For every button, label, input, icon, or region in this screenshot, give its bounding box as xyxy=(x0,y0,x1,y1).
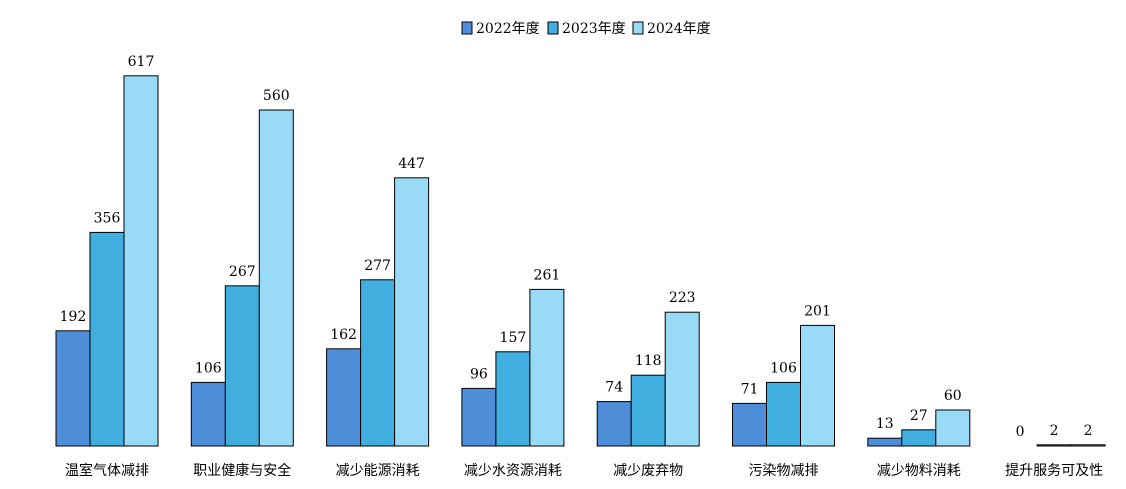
value-label-8-series-3: 2 xyxy=(1084,423,1093,439)
bar-5-series-2 xyxy=(630,374,666,447)
category-label-4: 减少水资源消耗 xyxy=(464,463,562,479)
value-label-5-series-1: 74 xyxy=(605,380,623,396)
legend-label-2: 2023年度 xyxy=(562,21,626,37)
value-label-8-series-2: 2 xyxy=(1050,423,1059,439)
value-label-4-series-1: 96 xyxy=(470,366,488,382)
value-label-7-series-1: 13 xyxy=(876,416,894,432)
category-label-5: 减少废弃物 xyxy=(613,463,683,479)
value-label-2-series-3: 560 xyxy=(263,88,290,104)
value-label-6-series-3: 201 xyxy=(804,303,831,319)
bar-4-series-1 xyxy=(461,387,497,447)
bar-4-series-3 xyxy=(529,288,565,447)
value-label-1-series-1: 192 xyxy=(60,309,87,325)
category-label-7: 减少物料消耗 xyxy=(877,463,961,479)
legend-swatch-1 xyxy=(461,21,473,35)
bar-6-series-3 xyxy=(800,324,835,447)
legend-label-1: 2022年度 xyxy=(476,21,540,37)
value-label-7-series-3: 60 xyxy=(944,388,962,404)
bar-3-series-3 xyxy=(394,177,430,447)
category-label-2: 职业健康与安全 xyxy=(193,462,291,479)
value-label-1-series-2: 356 xyxy=(94,210,121,226)
bar-7-series-2 xyxy=(901,429,937,447)
bar-4-series-2 xyxy=(495,351,531,447)
value-label-4-series-2: 157 xyxy=(500,330,527,346)
value-label-7-series-2: 27 xyxy=(910,408,928,424)
value-labels: 192 356 617 106 267 560 162 277 447 96 157 261 74 118… xyxy=(60,54,1093,440)
category-labels: 温室气体减排 职业健康与安全 减少能源消耗 减少水资源消耗 减少废弃物 污染物减排 减少物料… xyxy=(65,462,1103,479)
value-label-6-series-2: 106 xyxy=(770,360,797,376)
value-label-3-series-2: 277 xyxy=(364,258,391,274)
bar-6-series-1 xyxy=(732,402,767,447)
value-label-4-series-3: 261 xyxy=(534,267,561,283)
value-label-8-series-1: 0 xyxy=(1016,424,1025,440)
bar-2-series-2 xyxy=(224,285,260,447)
bar-5-series-1 xyxy=(596,401,632,447)
legend-swatch-2 xyxy=(547,21,559,35)
bar-1-series-1 xyxy=(55,330,91,447)
value-label-3-series-3: 447 xyxy=(398,156,425,172)
value-label-2-series-2: 267 xyxy=(229,264,256,280)
value-label-5-series-2: 118 xyxy=(635,353,662,369)
bar-3-series-2 xyxy=(360,279,396,447)
category-label-3: 减少能源消耗 xyxy=(336,463,420,479)
bar-1-series-2 xyxy=(89,231,125,447)
bar-6-series-2 xyxy=(766,381,801,447)
bar-1-series-3 xyxy=(123,75,159,447)
category-label-6: 污染物减排 xyxy=(749,463,819,479)
value-label-6-series-1: 71 xyxy=(741,381,759,397)
value-label-2-series-1: 106 xyxy=(195,360,222,376)
bar-2-series-1 xyxy=(190,381,226,447)
value-label-5-series-3: 223 xyxy=(669,290,696,306)
bar-3-series-1 xyxy=(326,348,362,447)
bars xyxy=(55,75,1106,447)
bar-7-series-3 xyxy=(935,409,971,447)
value-label-3-series-1: 162 xyxy=(330,327,357,343)
legend-swatch-3 xyxy=(632,21,644,35)
bar-2-series-3 xyxy=(258,109,294,447)
legend-label-3: 2024年度 xyxy=(647,21,711,37)
bar-7-series-1 xyxy=(867,437,903,447)
category-label-1: 温室气体减排 xyxy=(65,462,149,479)
bar-5-series-3 xyxy=(664,311,700,447)
legend: 2022年度 2023年度 2024年度 xyxy=(461,21,711,37)
value-label-1-series-3: 617 xyxy=(128,54,155,70)
category-label-8: 提升服务可及性 xyxy=(1005,463,1103,479)
